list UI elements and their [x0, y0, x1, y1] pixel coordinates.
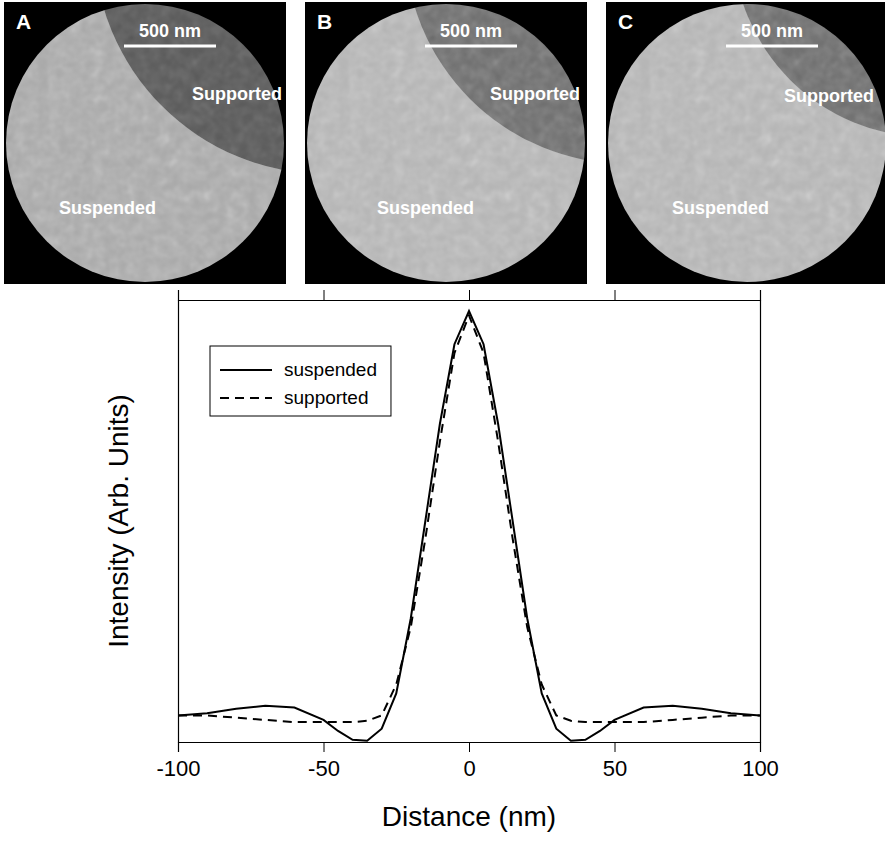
x-tick: 50 [603, 742, 627, 781]
scale-bar-label: 500 nm [741, 21, 803, 41]
x-tick-mark [178, 742, 179, 752]
legend: suspended supported [210, 346, 391, 416]
micrograph-panel: C 500 nm Supported Suspended [606, 0, 885, 284]
x-tick-label: 100 [742, 756, 779, 781]
x-tick [760, 290, 761, 300]
region-label: Supported [490, 84, 580, 104]
y-axis-line [178, 301, 179, 743]
texture [305, 2, 587, 284]
x-tick [469, 290, 470, 300]
scale-bar [726, 45, 818, 48]
x-axis-title: Distance (nm) [382, 801, 556, 832]
panel-letter: B [317, 10, 332, 33]
x-tick-mark [615, 290, 616, 300]
x-tick-mark [324, 742, 325, 752]
scale-bar-label: 500 nm [139, 21, 201, 41]
region-label: Supported [784, 86, 874, 106]
panel-letter: A [16, 10, 31, 33]
figure: A 500 nm Supported Suspended B 500 nm Supporte… [0, 0, 885, 851]
panel-background [606, 2, 885, 284]
line-chart: -100 -50 0 50 100 suspended supported Distance … [103, 290, 779, 832]
legend-label: suspended [284, 359, 377, 380]
region-label: Suspended [672, 198, 769, 218]
x-tick [615, 290, 616, 300]
top-axis-line [179, 290, 761, 301]
texture [606, 2, 885, 284]
series-line [178, 311, 760, 741]
x-tick-mark [469, 742, 470, 752]
scale-bar [124, 45, 216, 48]
legend-swatch [220, 397, 272, 399]
x-tick [324, 290, 325, 300]
y-axis-right [760, 301, 761, 743]
x-tick: 100 [742, 742, 779, 781]
scale-bar-label: 500 nm [440, 21, 502, 41]
texture [4, 2, 286, 284]
legend-swatch [220, 369, 272, 371]
x-tick: -50 [308, 742, 340, 781]
x-tick-label: 0 [463, 756, 475, 781]
legend-box [210, 346, 391, 416]
panel-background [4, 2, 286, 284]
region-label: Suspended [59, 198, 156, 218]
panel-background [305, 2, 587, 284]
x-axis-top [179, 290, 761, 301]
legend-label: supported [284, 387, 369, 408]
x-tick-label: -50 [308, 756, 340, 781]
x-tick-mark [178, 290, 179, 300]
x-tick-mark [615, 742, 616, 752]
x-tick: 0 [463, 742, 475, 781]
micrograph [606, 0, 885, 284]
suspended-region [606, 2, 885, 284]
x-tick-mark [760, 290, 761, 300]
x-tick [178, 290, 179, 300]
region-label: Suspended [377, 198, 474, 218]
x-tick-label: 50 [603, 756, 627, 781]
suspended-region [305, 2, 587, 284]
plot-area [178, 311, 760, 741]
x-tick: -100 [156, 742, 200, 781]
suspended-region [4, 2, 286, 284]
frame-line [760, 301, 761, 743]
x-tick-mark [760, 742, 761, 752]
scale-bar [425, 45, 517, 48]
series-line [178, 315, 760, 722]
y-axis-title: Intensity (Arb. Units) [103, 394, 134, 648]
x-axis: -100 -50 0 50 100 [156, 742, 778, 781]
y-axis [178, 301, 179, 743]
region-label: Supported [192, 84, 282, 104]
x-tick-label: -100 [156, 756, 200, 781]
x-axis-line [179, 743, 761, 753]
x-tick-mark [469, 290, 470, 300]
panel-letter: C [618, 10, 633, 33]
x-tick-mark [324, 290, 325, 300]
